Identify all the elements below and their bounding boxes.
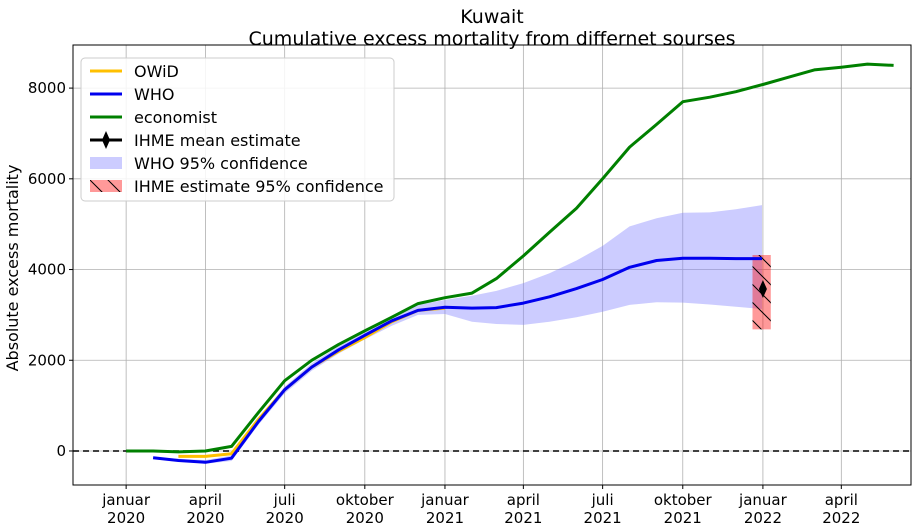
x-tick-label: oktober — [336, 491, 395, 509]
x-tick-label-year: 2020 — [107, 509, 145, 527]
legend-swatch-hatch-ihme-estimate-95-confidence — [90, 180, 122, 192]
x-tick-label: oktober — [654, 491, 713, 509]
legend-box — [80, 57, 395, 202]
x-tick-label-year: 2021 — [504, 509, 542, 527]
y-axis-label: Absolute excess mortality — [3, 165, 22, 372]
legend-label-economist: economist — [134, 108, 217, 127]
plot-frame — [72, 44, 912, 486]
x-tick-label: juli — [591, 491, 614, 509]
x-tick-label-year: 2021 — [426, 509, 464, 527]
line-who — [152, 256, 762, 464]
x-tick-label-year: 2022 — [822, 509, 860, 527]
point-ihme-mean-estimate — [758, 280, 767, 299]
legend: OWiD WHO economist IHME mean estimate WHO 95… — [80, 57, 395, 202]
legend-label-who-95-confidence: WHO 95% confidence — [134, 154, 308, 173]
x-tick-label: april — [507, 491, 540, 509]
line-economist — [126, 62, 894, 454]
chart-title: Kuwait — [460, 6, 523, 28]
legend-label-ihme-estimate-95-confidence: IHME estimate 95% confidence — [134, 177, 383, 196]
x-tick-label-year: 2022 — [744, 509, 782, 527]
x-tick-label: juli — [273, 491, 296, 509]
y-tick-label: 0 — [56, 442, 66, 460]
y-tick-label: 4000 — [28, 261, 66, 279]
x-tick-label-year: 2020 — [346, 509, 384, 527]
x-tick-label: januar — [420, 491, 470, 509]
line-owid — [178, 306, 446, 458]
y-tick-label: 8000 — [28, 79, 66, 97]
legend-label-who: WHO — [134, 85, 174, 104]
legend-swatch-who-95-confidence — [90, 157, 122, 169]
y-tick-label: 6000 — [28, 170, 66, 188]
y-tick-label: 2000 — [28, 351, 66, 369]
x-tick-label: januar — [738, 491, 788, 509]
axis-ticks: januar2020april2020juli2020oktober2020ja… — [28, 79, 861, 527]
x-tick-label: april — [189, 491, 222, 509]
series-lines — [126, 62, 894, 464]
x-tick-label: januar — [101, 491, 151, 509]
legend-swatch-ihme-mean-estimate — [102, 131, 110, 149]
chart-subtitle: Cumulative excess mortality from differn… — [249, 28, 736, 50]
x-tick-label: april — [825, 491, 858, 509]
band-who-95-confidence — [153, 205, 763, 464]
legend-label-ihme-mean-estimate: IHME mean estimate — [134, 131, 301, 150]
x-tick-label-year: 2021 — [664, 509, 702, 527]
x-tick-label-year: 2020 — [266, 509, 304, 527]
legend-label-owid: OWiD — [134, 62, 179, 81]
x-tick-label-year: 2020 — [186, 509, 224, 527]
x-tick-label-year: 2021 — [584, 509, 622, 527]
confidence-bands — [153, 205, 771, 464]
